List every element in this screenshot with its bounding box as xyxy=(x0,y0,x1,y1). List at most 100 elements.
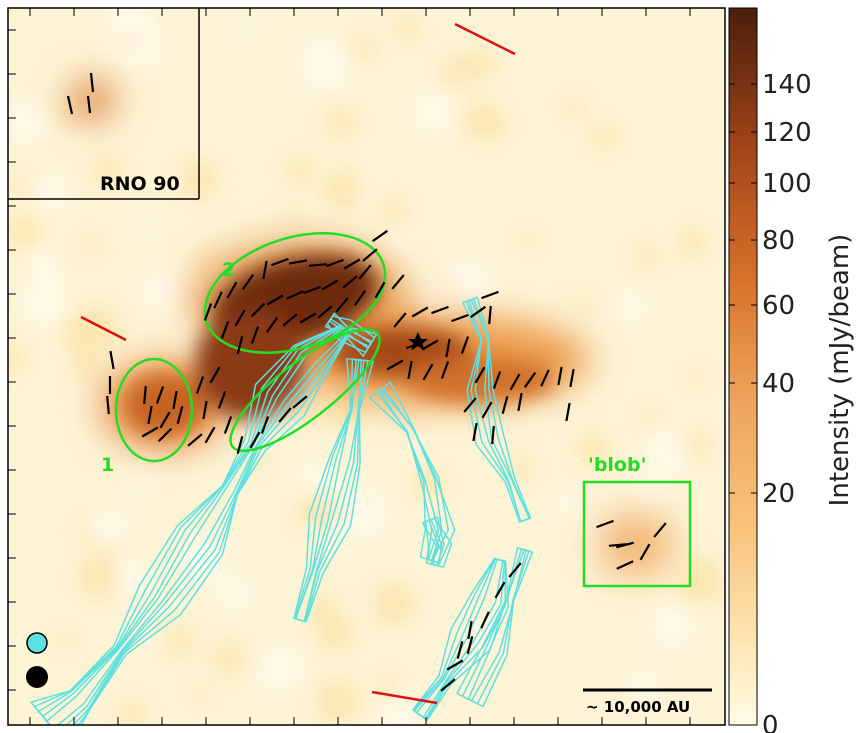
polarization-vector xyxy=(469,305,487,319)
polarization-vector xyxy=(260,416,270,434)
polarization-vector xyxy=(569,368,575,388)
polarization-vector xyxy=(407,360,413,380)
emission-blob xyxy=(595,513,675,577)
polarization-vector xyxy=(308,263,328,267)
polarization-vector xyxy=(234,309,246,327)
noise-blotch xyxy=(77,554,122,600)
noise-blotch xyxy=(684,432,711,459)
polarization-vector xyxy=(616,560,634,570)
region-2-label: 2 xyxy=(222,259,235,281)
polarization-vector xyxy=(421,339,439,351)
polarization-vector xyxy=(195,376,205,394)
polarization-vector xyxy=(278,407,292,423)
contour-loop xyxy=(424,517,453,568)
noise-blotch xyxy=(92,154,123,186)
colorbar-gradient xyxy=(728,7,758,726)
polarization-vector xyxy=(159,411,171,429)
polarization-vector xyxy=(241,273,255,291)
noise-blotch xyxy=(315,679,360,724)
polarization-vector xyxy=(508,562,522,578)
polarization-vector xyxy=(292,395,308,409)
noise-blotch xyxy=(237,20,256,39)
polarization-vector xyxy=(299,312,317,324)
colorbar-label: Intensity (mJy/beam) xyxy=(825,234,855,507)
blob-label: 'blob' xyxy=(588,454,646,476)
noise-blotch xyxy=(321,169,363,211)
polarization-vector xyxy=(472,422,478,442)
inset-label: RNO 90 xyxy=(100,173,180,195)
polarization-vector xyxy=(141,426,159,438)
polarization-vector xyxy=(488,305,492,325)
inset-vector xyxy=(66,95,74,115)
polarization-vector xyxy=(217,391,227,409)
noise-blotch xyxy=(318,394,336,412)
noise-blotch xyxy=(116,699,147,725)
contour-loop xyxy=(42,325,349,725)
colorbar-tick-label: 120 xyxy=(762,118,812,148)
noise-blotch xyxy=(32,247,60,276)
reference-line-left xyxy=(80,315,127,342)
polarization-vector xyxy=(342,275,358,289)
noise-blotch xyxy=(71,350,102,380)
polarization-vector xyxy=(422,363,434,381)
polarization-vector xyxy=(220,321,230,339)
polarization-vector xyxy=(596,519,614,529)
contour-loop xyxy=(456,547,534,708)
polarization-vector xyxy=(362,248,378,262)
polarization-vector xyxy=(226,281,238,299)
polarization-vector xyxy=(481,401,493,419)
polarization-vector xyxy=(343,258,361,270)
polarization-vector xyxy=(540,369,550,387)
emission-rno90 xyxy=(70,80,114,120)
polarization-vector xyxy=(271,257,289,267)
noise-blotch xyxy=(25,285,63,324)
polarization-vector xyxy=(467,620,473,640)
polarization-vector xyxy=(288,259,308,265)
polarization-vector xyxy=(371,229,389,243)
polarization-vector xyxy=(176,406,184,424)
contour-beam xyxy=(26,632,48,654)
noise-blotch xyxy=(260,649,301,690)
noise-blotch xyxy=(464,48,497,81)
noise-blotch xyxy=(574,295,594,315)
blob-box xyxy=(582,480,692,588)
polarization-vector xyxy=(565,402,571,422)
noise-blotch xyxy=(639,407,659,426)
colorbar-tick-label: 140 xyxy=(762,70,812,100)
noise-blotch xyxy=(285,155,314,184)
reference-line-bottom xyxy=(371,690,438,705)
polarization-vector xyxy=(317,305,333,319)
polarization-vector xyxy=(155,386,165,404)
noise-blotch xyxy=(34,177,67,210)
polarization-vector xyxy=(204,426,216,444)
polarization-vector xyxy=(335,297,349,313)
frame-ticks xyxy=(8,8,691,725)
polarization-vector xyxy=(187,433,203,447)
noise-blotch xyxy=(647,432,689,474)
noise-blotch xyxy=(350,34,376,60)
contour-loop xyxy=(461,296,532,523)
polarization-vector xyxy=(106,395,110,415)
noise-blotch xyxy=(192,685,209,702)
noise-blotch xyxy=(687,369,705,387)
polarization-vector xyxy=(286,290,304,300)
colorbar-tick-label: 40 xyxy=(762,369,795,399)
noise-blotch xyxy=(8,213,42,250)
noise-blotch xyxy=(462,101,500,140)
noise-blotch xyxy=(55,630,75,650)
polarization-vector xyxy=(265,316,279,334)
noise-blotch xyxy=(448,262,474,288)
noise-blotch xyxy=(616,291,645,321)
polarization-vector xyxy=(236,336,244,354)
polarization-vector xyxy=(463,397,477,413)
polarization-vector xyxy=(474,366,486,384)
noise-blotch xyxy=(325,106,357,138)
colorbar: 0 20 40 60 80 100 120 140 Intensity (mJy/beam) xyxy=(728,7,855,733)
polarization-vector xyxy=(446,659,464,671)
noise-blotch xyxy=(519,230,537,248)
polarization-vector xyxy=(466,636,474,654)
inset-vector xyxy=(89,72,95,93)
polarization-vector xyxy=(303,285,321,295)
colorbar-tick-label: 20 xyxy=(762,479,795,509)
region-1-ellipse xyxy=(114,357,194,463)
